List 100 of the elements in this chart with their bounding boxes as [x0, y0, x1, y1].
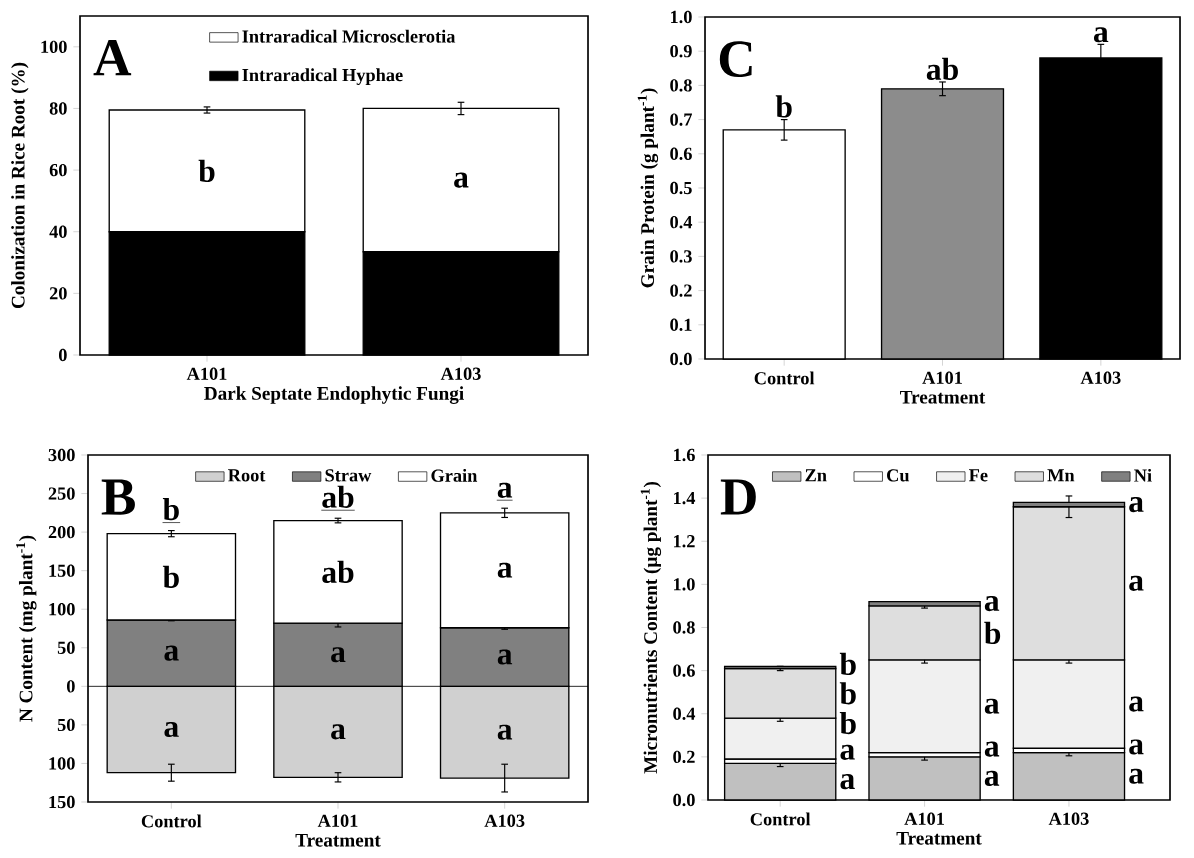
x-axis-title: Dark Septate Endophytic Fungi — [204, 386, 464, 404]
y-axis-title: Grain Protein (g plant$^{-1}$) — [637, 88, 659, 288]
y-axis-title: Micronutrients Content (µg plant$^{-1}$) — [640, 482, 662, 774]
annotation: b — [162, 565, 179, 588]
y-axis-title: N Content (mg plant$^{-1}$) — [16, 535, 37, 722]
annotation: a — [1129, 497, 1144, 513]
annotation: b — [839, 652, 856, 676]
x-tick-label: Control — [754, 371, 815, 385]
x-tick-label: A101 — [904, 812, 944, 825]
annotation: ab — [322, 560, 354, 583]
y-tick-label: 0.3 — [670, 250, 692, 263]
y-tick-label: 100 — [41, 40, 67, 53]
legend-label: Straw — [325, 469, 372, 482]
chart-title: B — [101, 479, 135, 515]
x-tick-label: Control — [141, 814, 202, 828]
legend-label: Zn — [805, 469, 827, 482]
y-tick-label: 150 — [49, 795, 75, 809]
y-tick-label: 0.5 — [670, 181, 692, 195]
x-tick-label: A101 — [922, 371, 962, 384]
legend-label: Grain — [431, 468, 478, 482]
annotation: a — [331, 647, 346, 663]
annotation: a — [1129, 768, 1144, 784]
y-tick-label: 0 — [58, 348, 67, 362]
annotation: a — [497, 649, 513, 665]
annotation: a — [497, 482, 513, 498]
annotation: a — [164, 645, 179, 661]
annotation: b — [198, 159, 215, 182]
annotation: a — [454, 172, 469, 188]
y-tick-label: 80 — [49, 102, 67, 115]
x-axis-title: Treatment — [295, 833, 381, 847]
x-axis-title: Treatment — [900, 390, 986, 404]
y-tick-label: 0.4 — [670, 215, 693, 229]
y-tick-label: 0.2 — [673, 750, 695, 764]
annotation: a — [840, 744, 855, 760]
y-tick-label: 50 — [57, 641, 75, 654]
annotation: a — [497, 562, 513, 578]
y-tick-label: 100 — [49, 603, 75, 616]
x-tick-label: A103 — [440, 367, 481, 380]
annotation: a — [497, 724, 513, 740]
legend-label: Fe — [969, 469, 988, 482]
y-tick-label: 60 — [49, 163, 67, 177]
y-tick-label: 200 — [48, 525, 75, 539]
annotation: a — [1129, 739, 1144, 755]
y-tick-label: 0.4 — [673, 707, 696, 720]
y-tick-label: 100 — [49, 757, 75, 770]
y-tick-label: 150 — [49, 564, 75, 577]
y-tick-label: 0.6 — [673, 664, 695, 677]
annotation: b — [984, 621, 1001, 645]
annotation: a — [984, 595, 1000, 612]
legend-label: Ni — [1134, 468, 1152, 482]
y-tick-label: 1.4 — [674, 491, 696, 505]
y-tick-label: 0.1 — [670, 318, 692, 332]
y-tick-label: 1.6 — [674, 448, 695, 462]
x-tick-label: A101 — [317, 814, 358, 827]
y-tick-label: 50 — [57, 718, 75, 732]
annotation: ab — [926, 57, 958, 80]
x-tick-label: A103 — [484, 814, 525, 827]
y-tick-label: 0.0 — [673, 793, 695, 807]
y-tick-label: 1.0 — [674, 578, 695, 591]
x-tick-label: A103 — [1080, 371, 1121, 384]
legend-label: Cu — [887, 469, 910, 482]
chart-title: C — [719, 41, 752, 78]
annotation: a — [1093, 27, 1109, 43]
annotation: a — [164, 721, 179, 738]
y-tick-label: 1.0 — [671, 10, 692, 24]
annotation: a — [331, 724, 346, 740]
y-tick-label: 0.9 — [670, 44, 692, 58]
chart-title: D — [720, 479, 756, 515]
legend-label: Root — [228, 469, 266, 482]
y-axis-title: Colonization in Rice Root (%) — [11, 62, 29, 309]
annotation: b — [162, 497, 179, 521]
y-tick-label: 0 — [66, 680, 75, 693]
annotation: a — [984, 770, 1000, 787]
y-tick-label: 0.0 — [670, 352, 692, 366]
y-tick-label: 250 — [48, 487, 75, 500]
annotation: b — [839, 682, 856, 705]
chart-title: A — [93, 40, 132, 76]
legend-label: Intraradical Hyphae — [242, 68, 403, 85]
y-tick-label: 0.7 — [670, 113, 692, 126]
annotation: a — [1129, 575, 1144, 591]
annotation: a — [1129, 696, 1144, 712]
x-axis-title: Treatment — [896, 831, 982, 845]
y-tick-label: 0.8 — [670, 79, 692, 92]
y-tick-label: 0.2 — [670, 284, 692, 297]
x-tick-label: Control — [750, 812, 811, 826]
x-tick-label: A103 — [1048, 812, 1089, 825]
legend-label: Mn — [1047, 469, 1075, 482]
annotation: a — [840, 774, 855, 790]
annotation: ab — [322, 485, 354, 508]
annotation: a — [984, 741, 1000, 757]
y-tick-label: 20 — [49, 287, 67, 300]
y-tick-label: 300 — [48, 448, 75, 462]
y-tick-label: 1.2 — [674, 535, 695, 548]
annotation: b — [775, 95, 792, 118]
annotation: b — [839, 711, 856, 735]
y-tick-label: 0.8 — [673, 621, 695, 634]
y-tick-label: 0.6 — [670, 147, 692, 161]
y-tick-label: 40 — [49, 225, 67, 238]
annotation: a — [984, 698, 1000, 714]
legend-label: Intraradical Microsclerotia — [242, 29, 456, 43]
